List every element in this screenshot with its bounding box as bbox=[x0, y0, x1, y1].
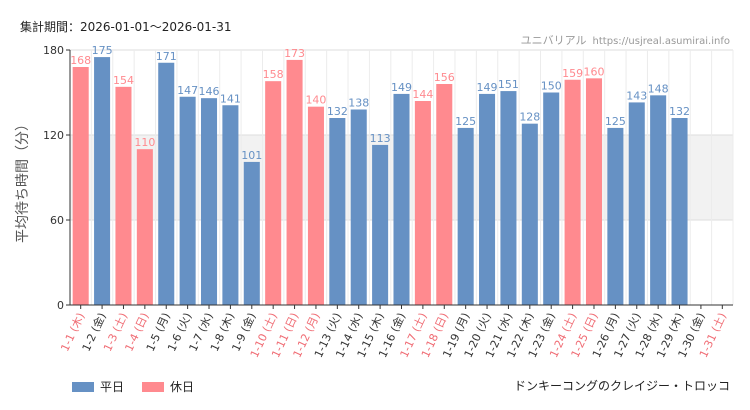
brand-name: ユニバリアル bbox=[520, 34, 587, 47]
bar-value-label: 151 bbox=[498, 78, 519, 91]
bar-value-label: 148 bbox=[648, 82, 669, 95]
bar bbox=[372, 144, 389, 305]
bar-value-label: 125 bbox=[605, 115, 626, 128]
bar bbox=[671, 118, 688, 305]
y-tick-label: 120 bbox=[43, 129, 64, 142]
bar bbox=[265, 81, 282, 306]
bar-value-label: 143 bbox=[626, 89, 647, 102]
bar-value-label: 144 bbox=[412, 88, 433, 101]
bar bbox=[222, 105, 239, 305]
bar-value-label: 158 bbox=[263, 68, 284, 81]
bar bbox=[158, 62, 175, 305]
bar-value-label: 160 bbox=[583, 65, 604, 78]
legend-weekday-label: 平日 bbox=[100, 380, 125, 394]
y-tick-label: 0 bbox=[57, 299, 64, 312]
brand-label: ユニバリアル https://usjreal.asumirai.info bbox=[521, 32, 730, 48]
bar-value-label: 110 bbox=[134, 136, 155, 149]
bar bbox=[94, 57, 111, 306]
y-tick-label: 60 bbox=[50, 214, 64, 227]
bar bbox=[436, 84, 453, 305]
bar-value-label: 156 bbox=[434, 71, 455, 84]
bar bbox=[564, 79, 581, 305]
legend: 平日 休日 bbox=[72, 378, 194, 395]
bar bbox=[307, 106, 324, 306]
bar-value-label: 141 bbox=[220, 92, 241, 105]
bar bbox=[414, 101, 431, 305]
bar-value-label: 128 bbox=[519, 111, 540, 124]
bar bbox=[200, 98, 218, 306]
bar-value-label: 150 bbox=[541, 80, 562, 93]
legend-holiday: 休日 bbox=[142, 378, 194, 395]
bar bbox=[500, 91, 517, 305]
attraction-name: ドンキーコングのクレイジー・トロッコ bbox=[513, 379, 730, 393]
bar bbox=[521, 123, 538, 306]
bar bbox=[286, 59, 303, 305]
legend-weekday-swatch bbox=[72, 381, 94, 392]
bar bbox=[628, 102, 645, 306]
bar bbox=[329, 118, 346, 305]
bar bbox=[457, 127, 474, 306]
bar-value-label: 159 bbox=[562, 67, 583, 80]
bar-value-label: 132 bbox=[669, 105, 690, 118]
bar bbox=[72, 67, 89, 305]
bar bbox=[115, 86, 132, 305]
bar-value-label: 147 bbox=[177, 84, 198, 97]
site-url: https://usjreal.asumirai.info bbox=[592, 36, 730, 47]
bar bbox=[393, 93, 410, 306]
bar bbox=[179, 96, 196, 305]
bar bbox=[607, 127, 624, 306]
bar-value-label: 101 bbox=[241, 149, 262, 162]
bar-value-label: 149 bbox=[391, 81, 412, 94]
bar-value-label: 138 bbox=[348, 97, 369, 110]
bar-value-label: 175 bbox=[92, 44, 113, 57]
legend-holiday-label: 休日 bbox=[170, 380, 195, 394]
y-tick-label: 180 bbox=[43, 44, 64, 57]
bar bbox=[543, 92, 560, 305]
bar-value-label: 140 bbox=[305, 94, 326, 107]
bar-value-label: 132 bbox=[327, 105, 348, 118]
legend-weekday: 平日 bbox=[72, 378, 124, 395]
bar bbox=[350, 109, 367, 305]
bar bbox=[243, 161, 260, 305]
bar bbox=[585, 78, 603, 305]
legend-holiday-swatch bbox=[142, 381, 165, 392]
bar-value-label: 146 bbox=[199, 85, 220, 98]
bar bbox=[650, 95, 667, 305]
period-label: 集計期間：2026-01-01〜2026-01-31 bbox=[20, 20, 232, 34]
bar bbox=[136, 149, 153, 305]
bar-value-label: 173 bbox=[284, 47, 305, 60]
bar bbox=[479, 93, 496, 306]
bar-value-label: 113 bbox=[370, 132, 391, 145]
bar-value-label: 168 bbox=[70, 54, 91, 67]
bar-value-label: 154 bbox=[113, 74, 134, 87]
bar-value-label: 125 bbox=[455, 115, 476, 128]
bar-value-label: 149 bbox=[477, 81, 498, 94]
bar-value-label: 171 bbox=[156, 50, 177, 63]
